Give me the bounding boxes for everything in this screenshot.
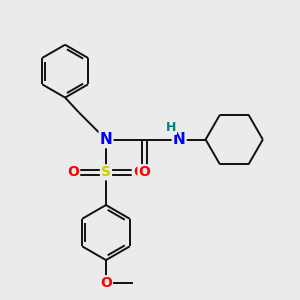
Text: S: S: [101, 165, 111, 179]
Text: H: H: [166, 121, 176, 134]
Text: N: N: [173, 132, 185, 147]
Text: O: O: [139, 165, 150, 179]
Text: N: N: [100, 132, 112, 147]
Text: O: O: [133, 165, 145, 179]
Text: O: O: [67, 165, 79, 179]
Text: O: O: [100, 276, 112, 290]
